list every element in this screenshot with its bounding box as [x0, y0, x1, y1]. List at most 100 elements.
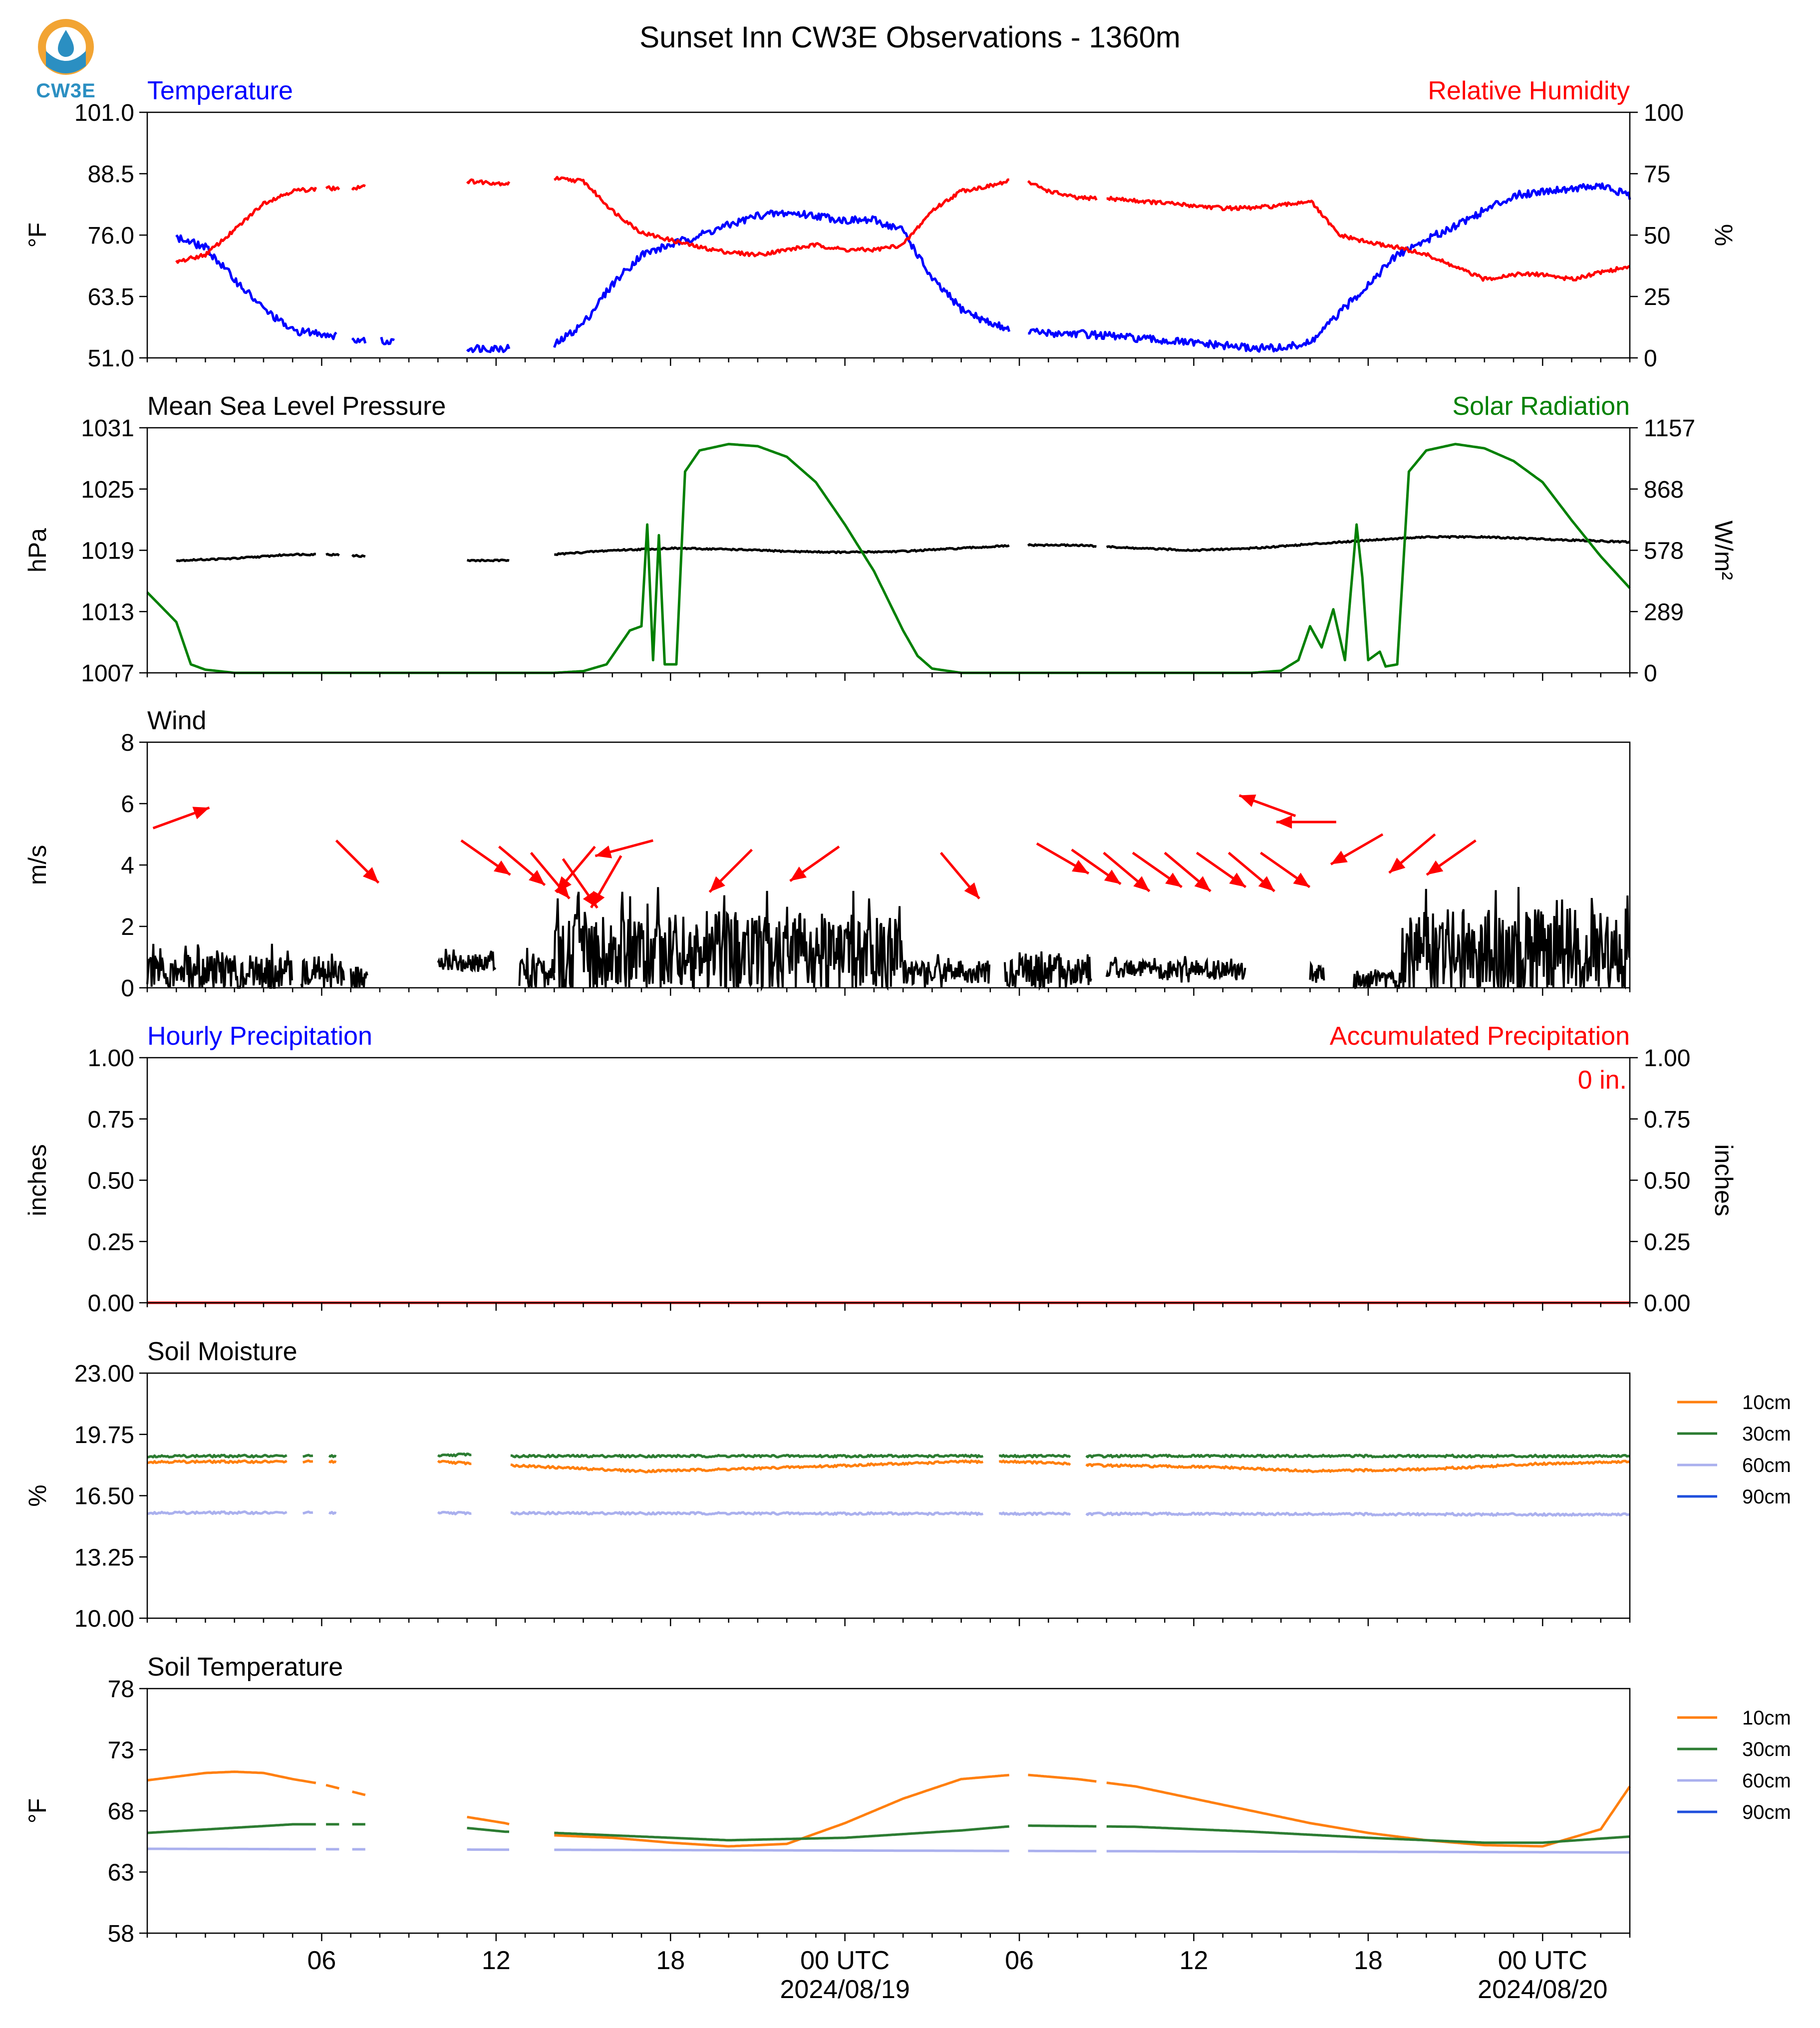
series-pressure_solar-pressure: [176, 535, 1631, 563]
wind-arrow-head: [1427, 860, 1444, 875]
cw3e-logo: CW3E: [31, 16, 101, 106]
x-tick-label: 00 UTC: [800, 1946, 890, 1975]
accumulated-total: 0 in.: [1578, 1066, 1627, 1095]
y-tick-label-right: 868: [1644, 477, 1684, 503]
wind-arrow-head: [1194, 876, 1211, 891]
axes-frame: [146, 1057, 1631, 1304]
axes-frame: [146, 111, 1631, 359]
y-tick-label-right: 0: [1644, 345, 1657, 372]
axes-frame: [146, 1372, 1631, 1619]
axes-frame: [146, 427, 1631, 674]
wind-arrow-head: [556, 876, 572, 893]
wind-arrow-head: [1165, 872, 1182, 887]
x-tick-label: 06: [1005, 1946, 1034, 1975]
wind-speed-line: [437, 948, 497, 973]
y-tick-label: 78: [108, 1676, 134, 1703]
y-axis-label-left: hPa: [23, 528, 51, 573]
series-soil_temp-10cm: [147, 1770, 1631, 1848]
wind-speed-line: [1309, 960, 1325, 983]
series-soil_temp-30cm: [147, 1823, 1630, 1844]
wind-arrow-head: [493, 860, 511, 875]
y-tick-label: 0: [121, 975, 134, 1002]
x-tick-label: 18: [1354, 1946, 1383, 1975]
y-tick-label: 6: [121, 791, 134, 818]
y-axis-label-right: inches: [1710, 1144, 1738, 1216]
wind-speed-line: [300, 953, 345, 988]
logo-text: CW3E: [36, 80, 96, 102]
wind-arrow-head: [1389, 858, 1406, 873]
legend-label-90cm: 90cm: [1742, 1486, 1791, 1508]
y-tick-label-right: 50: [1644, 223, 1670, 249]
y-tick-label-right: 25: [1644, 284, 1670, 310]
legend-label-60cm: 60cm: [1742, 1454, 1791, 1476]
wind-speed-line: [1003, 951, 1092, 991]
y-tick-label: 51.0: [88, 345, 134, 372]
series-soil_moisture-10cm: [147, 1459, 1630, 1473]
wind-arrow-head: [709, 876, 725, 892]
series-soil_moisture-60cm: [147, 1510, 1630, 1517]
y-tick-label: 23.00: [74, 1361, 134, 1387]
panel-title-left: Mean Sea Level Pressure: [147, 392, 446, 421]
panel-title-left: Wind: [147, 706, 206, 735]
y-tick-label-right: 1.00: [1644, 1045, 1690, 1072]
y-tick-label-right: 289: [1644, 599, 1684, 625]
legend-label-30cm: 30cm: [1742, 1738, 1791, 1760]
y-tick-label: 2: [121, 914, 134, 940]
y-tick-label-right: 0.00: [1644, 1290, 1690, 1317]
y-tick-label-right: 75: [1644, 161, 1670, 188]
y-tick-label: 0.00: [88, 1290, 134, 1317]
x-date-label: 2024/08/19: [780, 1975, 910, 2004]
y-tick-label-right: 0.25: [1644, 1229, 1690, 1255]
y-tick-label-right: 578: [1644, 538, 1684, 565]
y-axis-label-left: inches: [23, 1144, 51, 1216]
wind-arrow-head: [1331, 851, 1348, 865]
wind-speed-line: [1105, 956, 1246, 983]
y-tick-label: 0.25: [88, 1229, 134, 1255]
series-soil_moisture-30cm: [147, 1452, 1630, 1458]
panel-title-left: Soil Temperature: [147, 1653, 343, 1682]
x-date-label: 2024/08/20: [1478, 1975, 1607, 2004]
y-tick-label: 1.00: [88, 1045, 134, 1072]
y-tick-label-right: 0.75: [1644, 1107, 1690, 1133]
x-tick-label: 00 UTC: [1498, 1946, 1587, 1975]
y-tick-label: 58: [108, 1921, 134, 1947]
y-axis-label-left: °F: [23, 1798, 51, 1824]
series-pressure_solar-solar: [146, 443, 1631, 674]
panel-title-right: Relative Humidity: [1428, 76, 1630, 105]
wind-arrow-head: [790, 867, 807, 881]
y-tick-label: 13.25: [74, 1544, 134, 1571]
y-tick-label: 63.5: [88, 284, 134, 310]
y-tick-label: 1019: [81, 538, 134, 565]
wind-arrow-head: [362, 867, 379, 883]
y-tick-label: 88.5: [88, 161, 134, 188]
cw3e-drop-logo-icon: [38, 19, 94, 75]
panel-title-right: Solar Radiation: [1452, 392, 1630, 421]
wind-arrow-head: [1276, 815, 1292, 829]
y-tick-label-right: 100: [1644, 100, 1684, 126]
panel-title-left: Temperature: [147, 76, 293, 105]
x-tick-label: 18: [656, 1946, 685, 1975]
wind-arrow-head: [591, 890, 605, 908]
wind-speed-line: [553, 887, 904, 992]
x-tick-label: 06: [307, 1946, 336, 1975]
y-tick-label-right: 1157: [1644, 415, 1695, 442]
y-tick-label-right: 0.50: [1644, 1168, 1690, 1194]
wind-arrow-head: [1133, 876, 1150, 891]
wind-arrow-head: [529, 869, 545, 885]
y-tick-label: 19.75: [74, 1422, 134, 1449]
wind-arrow-head: [1104, 869, 1121, 884]
wind-arrow-head: [964, 882, 979, 899]
legend-label-60cm: 60cm: [1742, 1770, 1791, 1792]
series-temp_rh-temperature: [175, 182, 1631, 353]
y-tick-label: 76.0: [88, 223, 134, 249]
x-tick-label: 12: [482, 1946, 511, 1975]
y-tick-label: 1025: [81, 477, 134, 503]
y-tick-label: 63: [108, 1860, 134, 1886]
wind-speed-line: [902, 954, 991, 988]
y-tick-label: 73: [108, 1738, 134, 1764]
y-tick-label: 1007: [81, 660, 134, 687]
legend-label-90cm: 90cm: [1742, 1801, 1791, 1823]
y-axis-label-left: m/s: [23, 845, 51, 885]
legend-label-10cm: 10cm: [1742, 1392, 1791, 1414]
